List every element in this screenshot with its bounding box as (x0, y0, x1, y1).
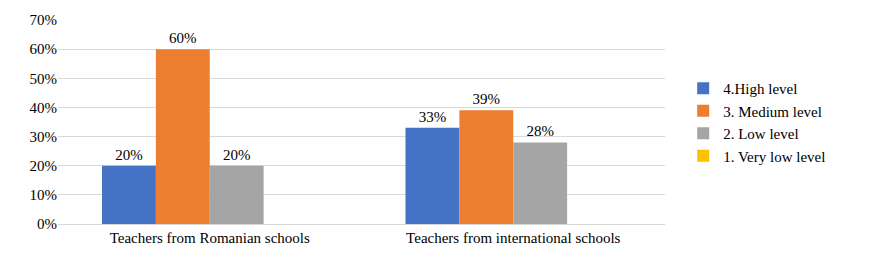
svg-text:4.High level: 4.High level (723, 81, 797, 97)
svg-text:33%: 33% (419, 109, 447, 125)
svg-text:30%: 30% (30, 129, 58, 145)
svg-text:10%: 10% (30, 187, 58, 203)
svg-text:3. Medium level: 3. Medium level (723, 104, 822, 120)
svg-text:1. Very low level: 1. Very low level (723, 149, 825, 165)
svg-text:Teachers from international sc: Teachers from international schools (406, 230, 620, 246)
svg-text:20%: 20% (115, 147, 143, 163)
svg-text:20%: 20% (30, 158, 58, 174)
svg-text:28%: 28% (526, 123, 554, 139)
svg-text:0%: 0% (37, 216, 57, 232)
svg-text:2. Low level: 2. Low level (723, 126, 798, 142)
svg-text:40%: 40% (30, 100, 58, 116)
svg-text:70%: 70% (30, 12, 58, 28)
svg-text:20%: 20% (223, 147, 251, 163)
svg-text:60%: 60% (169, 30, 197, 46)
svg-text:39%: 39% (473, 91, 501, 107)
svg-text:60%: 60% (30, 41, 58, 57)
svg-text:50%: 50% (30, 71, 58, 87)
svg-text:Teachers from Romanian schools: Teachers from Romanian schools (110, 230, 310, 246)
